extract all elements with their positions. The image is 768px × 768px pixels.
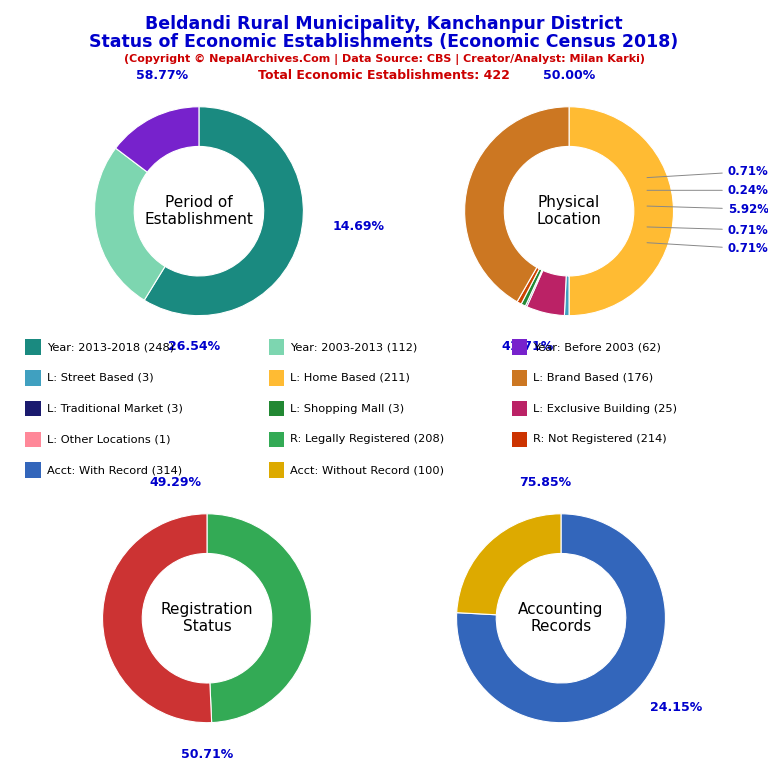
Text: Period of
Establishment: Period of Establishment [144,195,253,227]
Wedge shape [207,514,312,723]
Wedge shape [456,514,665,723]
Text: 50.71%: 50.71% [181,747,233,760]
Wedge shape [94,148,165,300]
Text: R: Not Registered (214): R: Not Registered (214) [533,434,667,445]
Text: Acct: Without Record (100): Acct: Without Record (100) [290,465,444,475]
Wedge shape [465,107,569,302]
Text: 0.71%: 0.71% [647,242,768,255]
Text: Beldandi Rural Municipality, Kanchanpur District: Beldandi Rural Municipality, Kanchanpur … [145,15,623,33]
Wedge shape [457,514,561,614]
Text: L: Other Locations (1): L: Other Locations (1) [47,434,170,445]
Text: (Copyright © NepalArchives.Com | Data Source: CBS | Creator/Analyst: Milan Karki: (Copyright © NepalArchives.Com | Data So… [124,54,644,65]
Text: 14.69%: 14.69% [333,220,385,233]
Wedge shape [517,267,539,304]
Text: 0.24%: 0.24% [647,184,768,197]
Text: 26.54%: 26.54% [167,340,220,353]
Text: Physical
Location: Physical Location [537,195,601,227]
Text: 0.71%: 0.71% [647,223,768,237]
Text: R: Legally Registered (208): R: Legally Registered (208) [290,434,444,445]
Text: 50.00%: 50.00% [543,69,595,82]
Text: L: Traditional Market (3): L: Traditional Market (3) [47,403,183,414]
Text: 0.71%: 0.71% [647,165,768,178]
Text: Year: 2003-2013 (112): Year: 2003-2013 (112) [290,342,417,353]
Wedge shape [569,107,674,316]
Wedge shape [525,270,543,306]
Text: 75.85%: 75.85% [519,476,571,489]
Text: Total Economic Establishments: 422: Total Economic Establishments: 422 [258,69,510,82]
Text: 49.29%: 49.29% [150,476,202,489]
Wedge shape [564,276,569,316]
Wedge shape [144,107,303,316]
Text: 5.92%: 5.92% [647,203,768,216]
Text: Year: 2013-2018 (248): Year: 2013-2018 (248) [47,342,174,353]
Text: Acct: With Record (314): Acct: With Record (314) [47,465,182,475]
Text: 58.77%: 58.77% [137,69,188,82]
Text: L: Exclusive Building (25): L: Exclusive Building (25) [533,403,677,414]
Text: Year: Before 2003 (62): Year: Before 2003 (62) [533,342,661,353]
Text: 24.15%: 24.15% [650,700,702,713]
Wedge shape [116,107,199,172]
Text: 41.71%: 41.71% [502,340,554,353]
Text: Registration
Status: Registration Status [161,602,253,634]
Text: L: Shopping Mall (3): L: Shopping Mall (3) [290,403,404,414]
Text: L: Home Based (211): L: Home Based (211) [290,372,410,383]
Wedge shape [103,514,212,723]
Wedge shape [521,269,542,306]
Text: Accounting
Records: Accounting Records [518,602,604,634]
Wedge shape [527,270,566,316]
Text: Status of Economic Establishments (Economic Census 2018): Status of Economic Establishments (Econo… [89,33,679,51]
Text: L: Street Based (3): L: Street Based (3) [47,372,154,383]
Text: L: Brand Based (176): L: Brand Based (176) [533,372,654,383]
